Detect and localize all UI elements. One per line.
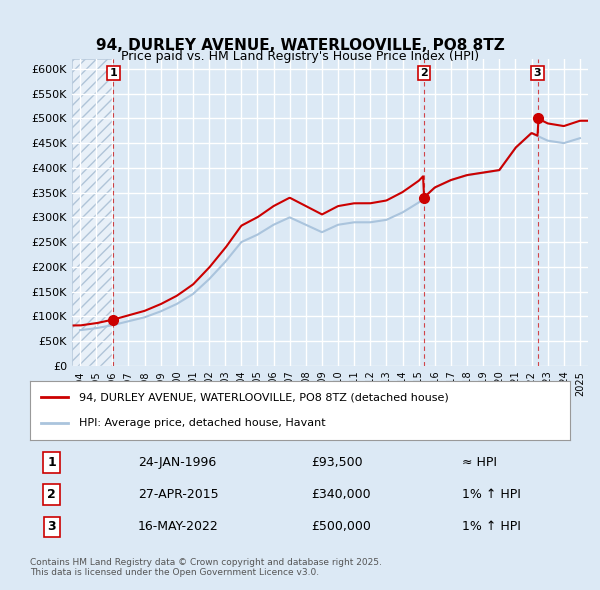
Text: £93,500: £93,500 [311,456,362,469]
Text: ≈ HPI: ≈ HPI [462,456,497,469]
Text: 3: 3 [47,520,56,533]
Text: £500,000: £500,000 [311,520,371,533]
Text: Contains HM Land Registry data © Crown copyright and database right 2025.
This d: Contains HM Land Registry data © Crown c… [30,558,382,577]
Text: 2: 2 [420,68,428,78]
Text: 94, DURLEY AVENUE, WATERLOOVILLE, PO8 8TZ (detached house): 94, DURLEY AVENUE, WATERLOOVILLE, PO8 8T… [79,392,448,402]
Text: 27-APR-2015: 27-APR-2015 [138,488,218,501]
Text: 2: 2 [47,488,56,501]
Text: 1: 1 [110,68,118,78]
Text: 3: 3 [534,68,541,78]
Text: 16-MAY-2022: 16-MAY-2022 [138,520,219,533]
Text: 94, DURLEY AVENUE, WATERLOOVILLE, PO8 8TZ: 94, DURLEY AVENUE, WATERLOOVILLE, PO8 8T… [95,38,505,53]
Text: 24-JAN-1996: 24-JAN-1996 [138,456,216,469]
Text: 1% ↑ HPI: 1% ↑ HPI [462,488,521,501]
Text: HPI: Average price, detached house, Havant: HPI: Average price, detached house, Hava… [79,418,325,428]
Text: 1% ↑ HPI: 1% ↑ HPI [462,520,521,533]
Bar [72,59,113,366]
Text: £340,000: £340,000 [311,488,370,501]
Text: 1: 1 [47,456,56,469]
Text: Price paid vs. HM Land Registry's House Price Index (HPI): Price paid vs. HM Land Registry's House … [121,50,479,63]
Bar [72,59,113,366]
